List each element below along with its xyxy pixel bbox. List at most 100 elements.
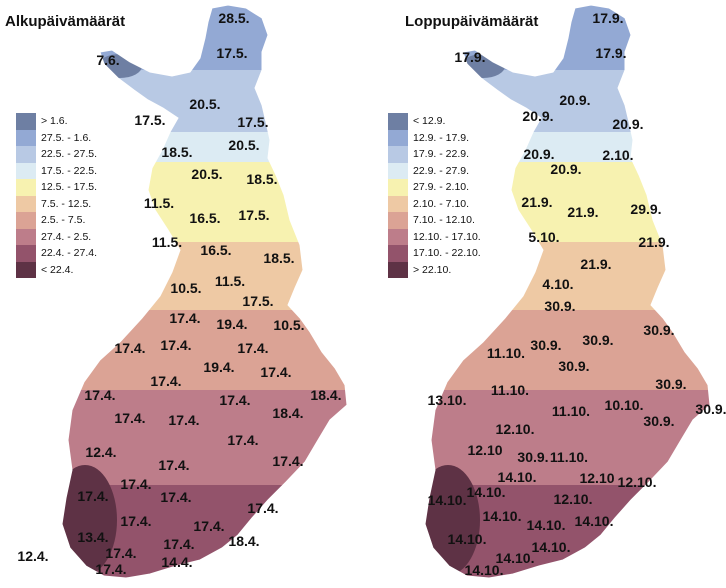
date-label: 11.10. <box>490 382 530 398</box>
legend-label: 27.4. - 2.5. <box>41 230 92 243</box>
zone-band <box>425 5 710 70</box>
date-label: 28.5. <box>218 10 250 26</box>
date-label: 10.5. <box>170 280 202 296</box>
date-label: 17.4. <box>169 310 201 326</box>
date-label: 17.5. <box>242 293 274 309</box>
legend-item: 17.10. - 22.10. <box>388 245 481 262</box>
date-label: 17.4. <box>219 392 251 408</box>
date-label: 17.4. <box>160 337 192 353</box>
date-label: 17.9. <box>592 10 624 26</box>
legend-label: 2.5. - 7.5. <box>41 214 86 227</box>
date-label: 17.4. <box>247 500 279 516</box>
date-label: 17.4. <box>260 364 292 380</box>
legend-label: 7.5. - 12.5. <box>41 197 92 210</box>
legend-item: 12.5. - 17.5. <box>16 179 97 196</box>
date-label: 21.9. <box>521 194 553 210</box>
date-label: 12.10. <box>495 421 535 437</box>
legend-swatch <box>388 162 408 179</box>
date-label: 17.4. <box>237 340 269 356</box>
date-label: 14.10. <box>482 508 522 524</box>
legend-item: 22.4. - 27.4. <box>16 245 97 262</box>
date-label: 11.5. <box>143 195 175 211</box>
date-label: 30.9. <box>544 298 576 314</box>
legend-item: 7.10. - 12.10. <box>388 212 481 229</box>
map-title: Loppupäivämäärät <box>405 13 539 30</box>
date-label: 14.10. <box>464 562 504 578</box>
date-label: 29.9. <box>630 201 662 217</box>
zone-band <box>425 390 710 485</box>
date-label: 18.4. <box>310 387 342 403</box>
map-title: Alkupäivämäärät <box>5 13 126 30</box>
legend-item: < 12.9. <box>388 113 481 130</box>
zone-band <box>425 485 710 578</box>
legend-label: 17.10. - 22.10. <box>413 247 481 260</box>
date-label: 14.10. <box>526 517 566 533</box>
legend-swatch <box>16 113 36 130</box>
date-label: 14.10. <box>447 531 487 547</box>
date-label: 17.4. <box>150 373 182 389</box>
date-label: 20.9. <box>523 146 555 162</box>
date-label: 5.10. <box>528 229 560 245</box>
legend-item: 27.4. - 2.5. <box>16 228 97 245</box>
date-label: 17.4. <box>227 432 259 448</box>
date-label: 20.9. <box>550 161 582 177</box>
end-dates-panel: Loppupäivämäärät < 12.9. 12.9. - 17.9. 17.… <box>363 0 726 588</box>
date-label: 12.4. <box>17 548 49 564</box>
date-label: 18.4. <box>228 533 260 549</box>
date-label: 20.5. <box>189 96 221 112</box>
finland-map-end <box>424 4 711 579</box>
date-label: 11.5. <box>214 273 246 289</box>
date-label: 11.10. <box>486 345 526 361</box>
legend-item: 12.10. - 17.10. <box>388 228 481 245</box>
date-label: 18.5. <box>263 250 295 266</box>
legend-swatch <box>388 228 408 245</box>
date-label: 17.9. <box>595 45 627 61</box>
legend-item: 17.5. - 22.5. <box>16 162 97 179</box>
legend-label: 2.10. - 7.10. <box>413 197 470 210</box>
date-label: 12.10 <box>467 442 503 458</box>
legend-swatch <box>388 212 408 229</box>
legend-item: 7.5. - 12.5. <box>16 195 97 212</box>
date-label: 20.5. <box>191 166 223 182</box>
legend-swatch <box>388 146 408 163</box>
legend-label: 12.5. - 17.5. <box>41 181 98 194</box>
date-label: 14.10. <box>495 550 535 566</box>
date-label: 30.9. <box>530 337 562 353</box>
date-label: 17.5. <box>238 207 270 223</box>
date-label: 14.10. <box>466 484 506 500</box>
date-label: 20.9. <box>612 116 644 132</box>
legend-label: 12.10. - 17.10. <box>413 230 481 243</box>
legend-item: 27.9. - 2.10. <box>388 179 481 196</box>
legend-swatch <box>388 261 408 278</box>
legend-swatch <box>16 261 36 278</box>
date-label: 13.10. <box>427 392 467 408</box>
date-label: 20.9. <box>522 108 554 124</box>
date-label: 19.4. <box>203 359 235 375</box>
legend-item: 12.9. - 17.9. <box>388 129 481 146</box>
country-outline <box>424 4 711 579</box>
legend-label: 17.9. - 22.9. <box>413 148 470 161</box>
legend-item: > 1.6. <box>16 113 97 130</box>
date-label: 16.5. <box>189 210 221 226</box>
legend-item: < 22.4. <box>16 261 97 278</box>
date-label: 12.10. <box>617 474 657 490</box>
legend-item: 17.9. - 22.9. <box>388 146 481 163</box>
date-label: 30.9. <box>558 358 590 374</box>
date-label: 21.9. <box>638 234 670 250</box>
legend-label: 22.9. - 27.9. <box>413 164 470 177</box>
date-label: 2.10. <box>602 147 634 163</box>
date-label: 17.4. <box>160 489 192 505</box>
date-label: 16.5. <box>200 242 232 258</box>
date-label: 17.5. <box>237 114 269 130</box>
legend-label: 22.5. - 27.5. <box>41 148 98 161</box>
date-label: 17.4. <box>114 410 146 426</box>
date-label: 17.4. <box>84 387 116 403</box>
legend-item: 22.5. - 27.5. <box>16 146 97 163</box>
date-label: 17.4. <box>120 513 152 529</box>
legend: < 12.9. 12.9. - 17.9. 17.9. - 22.9. 22.9. -… <box>388 113 481 278</box>
legend-item: 2.10. - 7.10. <box>388 195 481 212</box>
legend-item: > 22.10. <box>388 261 481 278</box>
date-label: 30.9. <box>643 413 675 429</box>
date-label: 17.9. <box>454 49 486 65</box>
date-label: 20.5. <box>228 137 260 153</box>
